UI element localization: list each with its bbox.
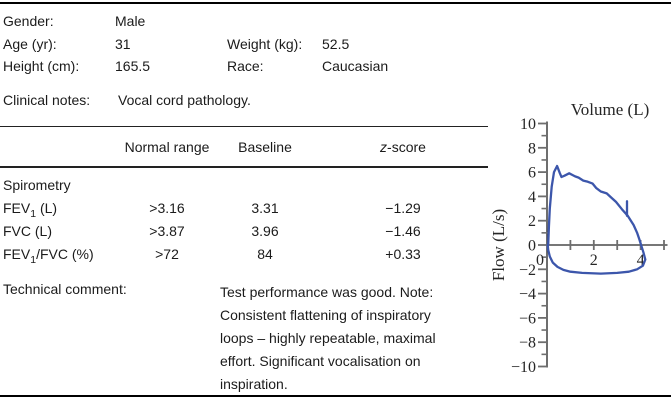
x-axis-title: Volume (L) xyxy=(571,100,650,119)
z-score-italic-z: z xyxy=(380,139,388,155)
cell-fvc-baseline: 3.96 xyxy=(251,223,279,239)
age-value: 31 xyxy=(115,36,131,52)
row-label-fev1: FEV1 (L) xyxy=(3,200,58,219)
y-tick-label: 0 xyxy=(528,238,536,255)
technical-comment-label: Technical comment: xyxy=(3,281,127,297)
y-tick-label: 8 xyxy=(528,140,536,157)
param-subscript: 1 xyxy=(30,207,37,220)
y-axis-title: Flow (L/s) xyxy=(489,209,508,281)
cell-ratio-normal-range: >72 xyxy=(155,246,179,262)
weight-label: Weight (kg): xyxy=(227,36,303,52)
y-tick-label: 2 xyxy=(528,213,536,230)
y-tick-label: −4 xyxy=(519,286,536,303)
x-tick-label: 0 xyxy=(536,252,544,269)
param-units: (L) xyxy=(36,200,58,216)
param-units: /FVC (%) xyxy=(36,246,94,262)
cell-ratio-baseline: 84 xyxy=(257,246,273,262)
col-header-z-score: z-score xyxy=(380,139,426,155)
y-tick-label: −10 xyxy=(511,359,536,376)
param-subscript: 1 xyxy=(30,253,37,266)
race-label: Race: xyxy=(227,58,264,74)
gender-label: Gender: xyxy=(3,13,54,29)
clinical-notes-label: Clinical notes: xyxy=(3,92,91,108)
section-label-spirometry: Spirometry xyxy=(3,177,71,193)
race-value: Caucasian xyxy=(322,58,389,74)
y-tick-label: −2 xyxy=(519,262,536,279)
col-header-baseline: Baseline xyxy=(238,139,292,155)
param-units: (L) xyxy=(31,223,52,239)
cell-fev1-z-score: −1.29 xyxy=(385,200,421,216)
param-name: FEV xyxy=(3,200,31,216)
cell-fev1-baseline: 3.31 xyxy=(251,200,279,216)
cell-fvc-normal-range: >3.87 xyxy=(149,223,185,239)
param-name: FEV xyxy=(3,246,31,262)
cell-fev1-normal-range: >3.16 xyxy=(149,200,185,216)
bottom-rule xyxy=(0,395,671,398)
inspiratory-limb-curve xyxy=(546,243,647,275)
gender-value: Male xyxy=(115,13,146,29)
expiratory-limb-curve xyxy=(547,164,643,247)
y-tick-label: −8 xyxy=(519,335,536,352)
height-value: 165.5 xyxy=(115,58,151,74)
x-tick-label: 4 xyxy=(637,252,645,269)
row-label-fvc: FVC (L) xyxy=(3,223,52,239)
table-header-rule xyxy=(0,166,488,168)
z-score-rest: -score xyxy=(387,139,426,155)
y-tick-label: 6 xyxy=(528,165,536,182)
top-rule xyxy=(0,2,671,5)
weight-value: 52.5 xyxy=(322,36,350,52)
cell-ratio-z-score: +0.33 xyxy=(385,246,421,262)
x-tick-label: 2 xyxy=(590,252,598,269)
table-top-rule xyxy=(0,125,488,128)
cell-fvc-z-score: −1.46 xyxy=(385,223,421,239)
height-label: Height (cm): xyxy=(3,58,80,74)
clinical-notes-value: Vocal cord pathology. xyxy=(118,92,251,108)
age-label: Age (yr): xyxy=(3,36,57,52)
y-tick-label: −6 xyxy=(519,310,536,327)
param-name: FVC xyxy=(3,223,31,239)
row-label-fev1-fvc-ratio: FEV1/FVC (%) xyxy=(3,246,94,265)
y-tick-label: 4 xyxy=(528,189,536,206)
technical-comment-text: Test performance was good. Note: Consist… xyxy=(220,284,436,392)
col-header-normal-range: Normal range xyxy=(124,139,210,155)
y-tick-label: 10 xyxy=(520,116,536,133)
